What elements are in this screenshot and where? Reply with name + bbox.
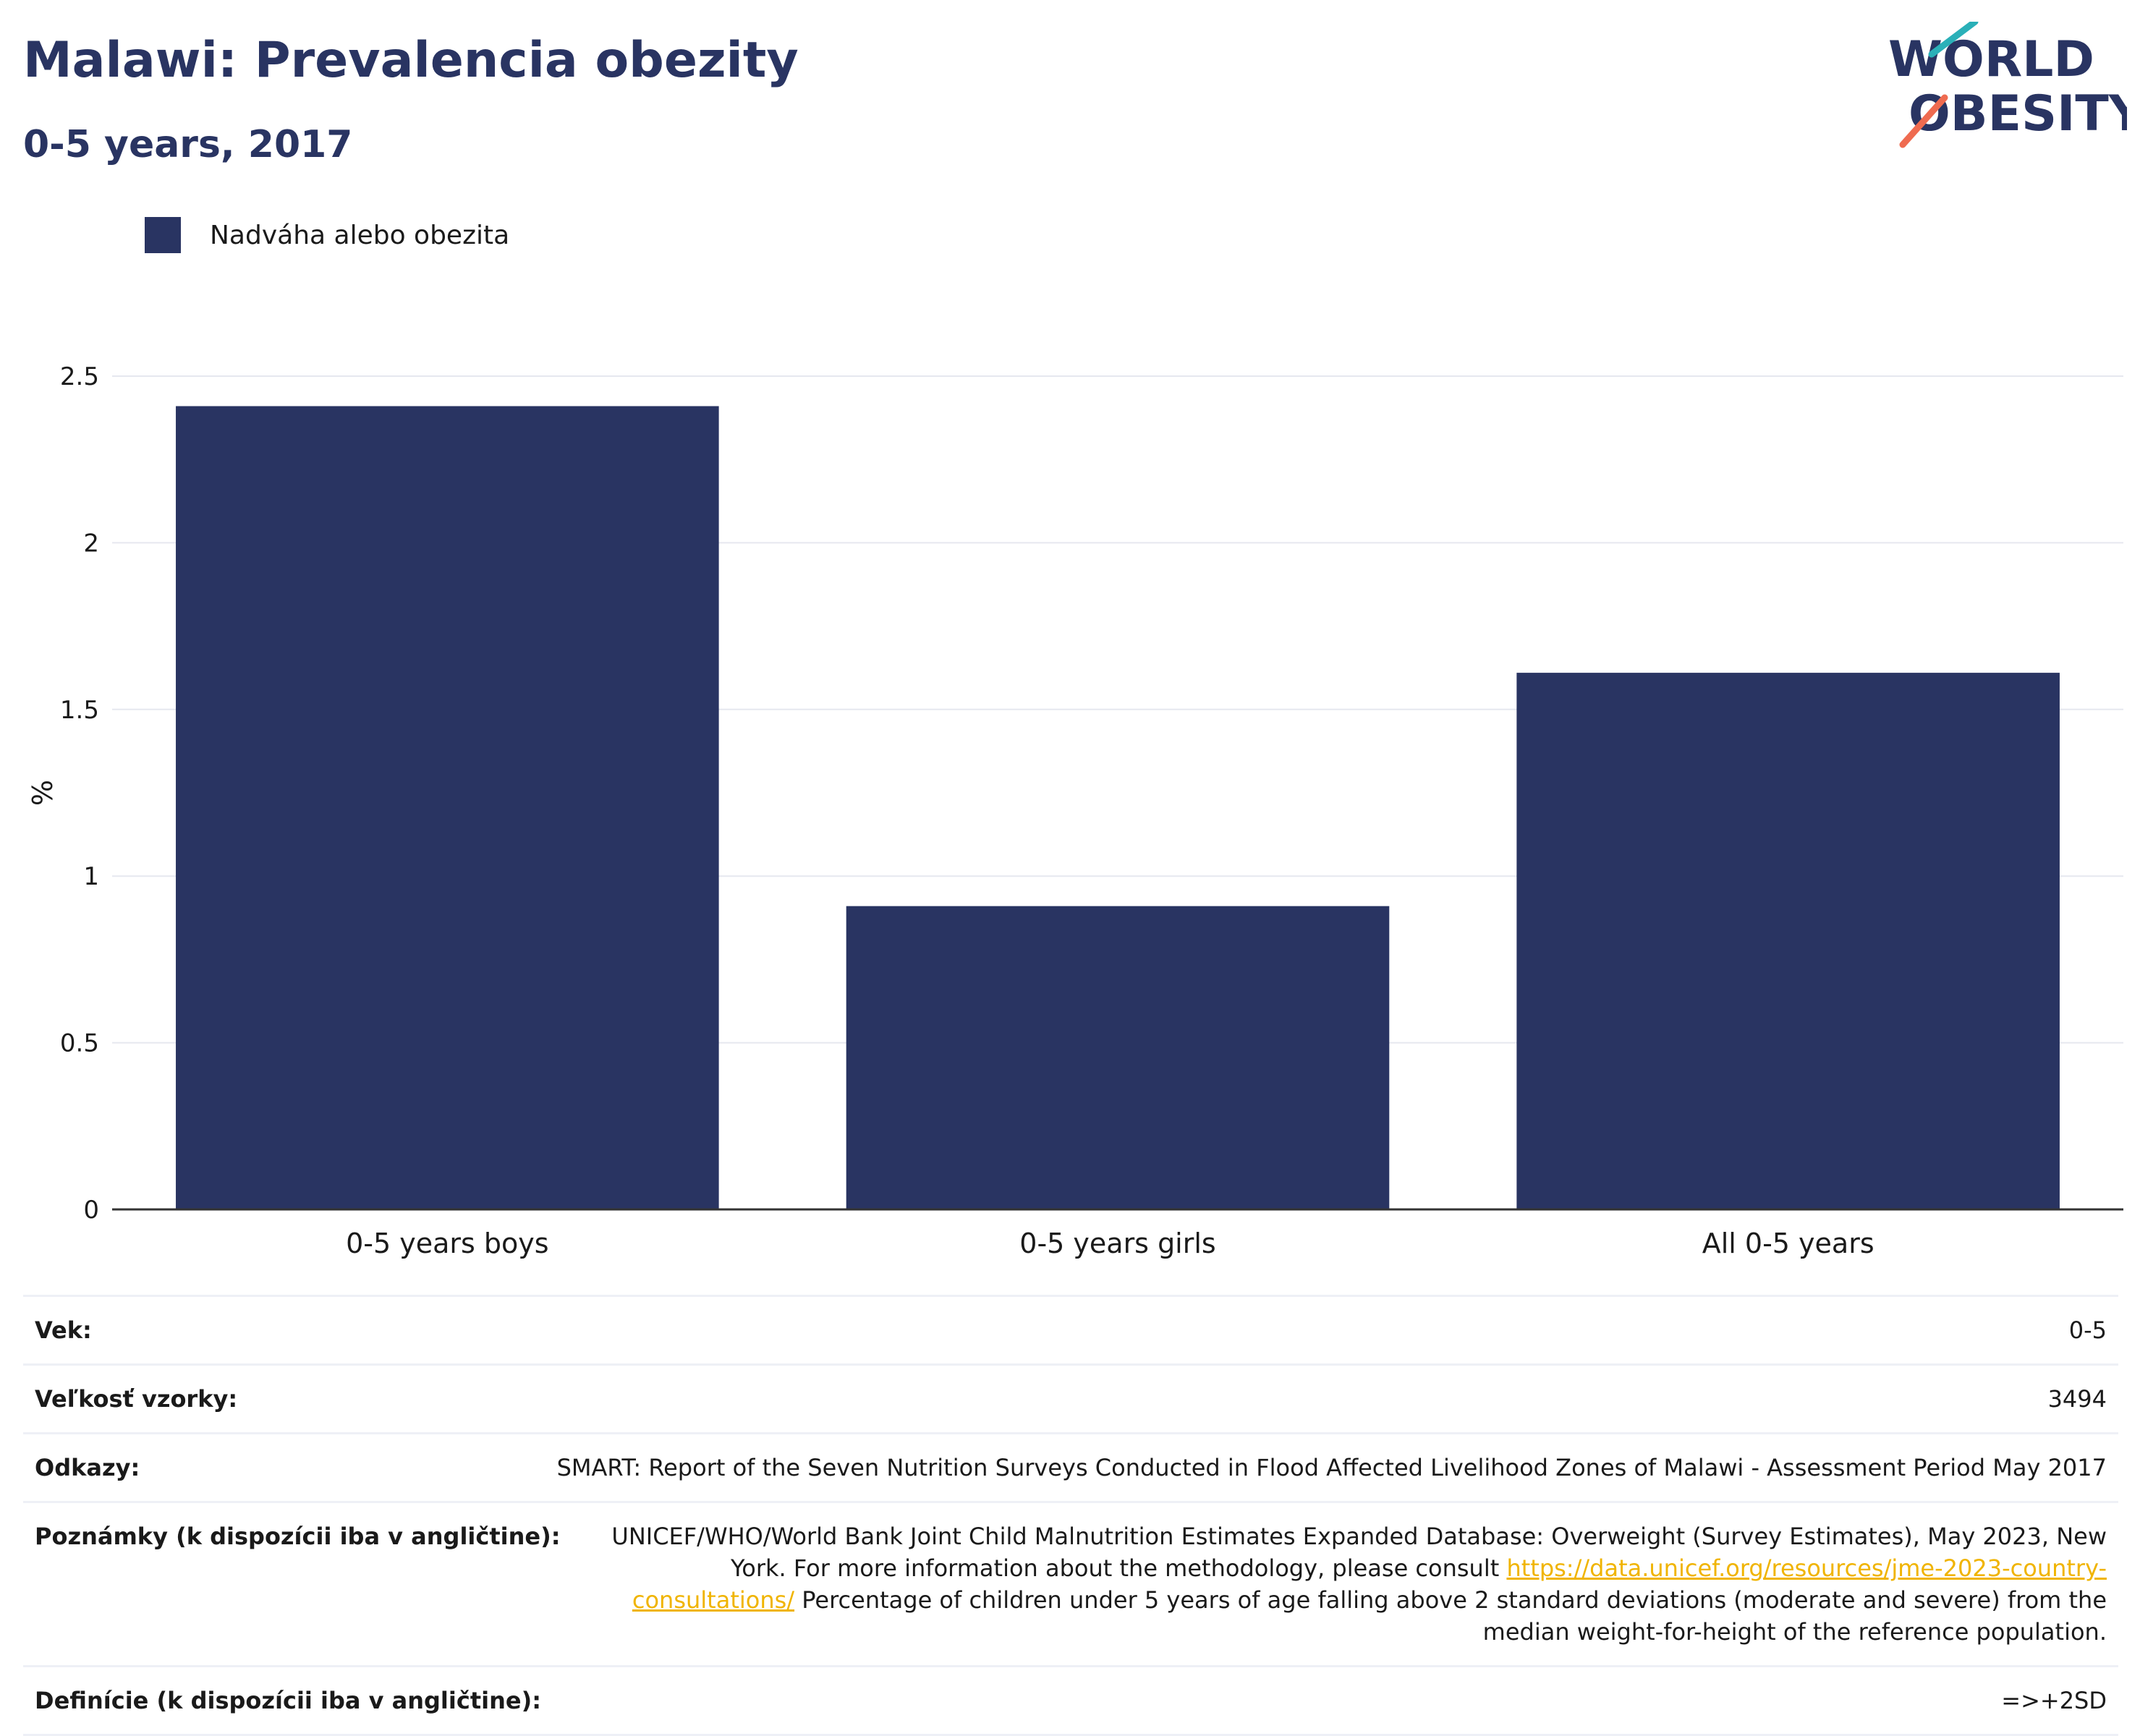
info-table: Vek: 0-5 Veľkosť vzorky: 3494 Odkazy: SM… [23,1295,2118,1736]
bar [1516,673,2060,1209]
logo-text-obesity: OBESITY [1908,85,2127,142]
y-tick-label: 1 [83,862,99,891]
notes-text-before: UNICEF/WHO/World Bank Joint Child Malnut… [611,1523,2107,1582]
info-value-definitions: =>+2SD [2001,1687,2107,1714]
info-row-references: Odkazy: SMART: Report of the Seven Nutri… [23,1432,2118,1501]
info-row-notes: Poznámky (k dispozícii iba v angličtine)… [23,1501,2118,1665]
bar [846,906,1390,1209]
info-row-definitions: Definície (k dispozícii iba v angličtine… [23,1665,2118,1736]
info-value-references: SMART: Report of the Seven Nutrition Sur… [556,1454,2107,1481]
legend-label: Nadváha alebo obezita [210,220,510,250]
x-tick-label: 0-5 years girls [1019,1227,1215,1259]
legend-swatch [145,217,181,253]
world-obesity-logo: WORLD OBESITY [1888,22,2127,148]
page-title: Malawi: Prevalencia obezity [23,32,799,89]
y-tick-label: 2.5 [60,362,99,391]
info-value-sample-size: 3494 [2047,1385,2107,1413]
notes-text-after: Percentage of children under 5 years of … [794,1586,2107,1646]
notes-link[interactable]: https://data.unicef.org/resources/jme-20… [632,1554,2107,1614]
logo-text-world: WORLD [1888,31,2094,88]
info-label-sample-size: Veľkosť vzorky: [35,1385,238,1413]
info-row-sample-size: Veľkosť vzorky: 3494 [23,1363,2118,1432]
y-tick-label: 1.5 [60,696,99,725]
y-axis-label: % [27,780,59,806]
info-label-notes: Poznámky (k dispozícii iba v angličtine)… [35,1523,561,1550]
y-tick-label: 0.5 [60,1029,99,1058]
info-label-references: Odkazy: [35,1454,140,1481]
info-value-age: 0-5 [2068,1316,2107,1344]
x-tick-label: 0-5 years boys [346,1227,548,1259]
info-label-definitions: Definície (k dispozícii iba v angličtine… [35,1687,541,1714]
info-label-age: Vek: [35,1316,92,1344]
info-row-age: Vek: 0-5 [23,1295,2118,1363]
y-tick-label: 0 [83,1196,99,1225]
bar [176,406,719,1210]
info-value-notes: UNICEF/WHO/World Bank Joint Child Malnut… [590,1520,2107,1648]
x-tick-label: All 0-5 years [1702,1227,1874,1259]
y-tick-label: 2 [83,529,99,558]
bar-chart: 0 0.5 1 1.5 2 2.5% 0-5 years boys 0-5 years gir… [27,362,2123,1259]
chart-legend: Nadváha alebo obezita [145,216,509,255]
page-subtitle: 0-5 years, 2017 [23,123,353,166]
